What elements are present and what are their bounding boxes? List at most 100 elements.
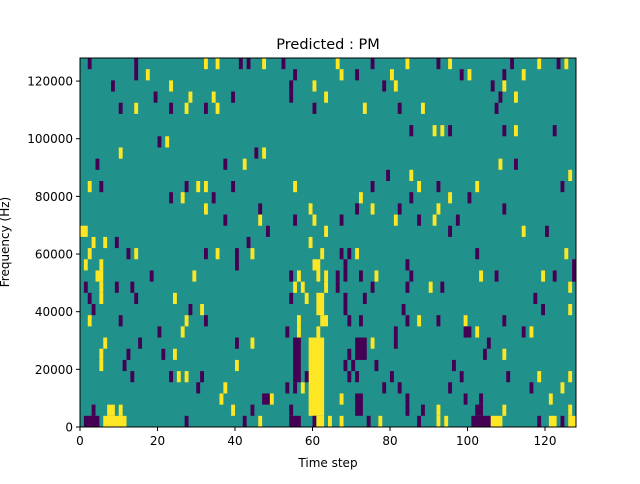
heatmap-cell-high bbox=[568, 169, 573, 181]
heatmap-cell-high bbox=[370, 203, 375, 215]
heatmap-cell-high bbox=[215, 58, 220, 70]
heatmap-cell-low bbox=[238, 58, 243, 70]
heatmap-cell-low bbox=[355, 393, 363, 416]
y-tick-label: 20000 bbox=[35, 363, 73, 377]
heatmap-cell-high bbox=[568, 371, 573, 383]
heatmap-cell-low bbox=[118, 102, 123, 114]
heatmap-cell-high bbox=[514, 91, 518, 103]
heatmap-cell-low bbox=[343, 304, 348, 316]
heatmap-cell-low bbox=[153, 91, 158, 103]
heatmap-cell-high bbox=[355, 248, 360, 260]
heatmap-cell-low bbox=[502, 315, 507, 327]
heatmap-cell-low bbox=[471, 415, 491, 427]
heatmap-cell-high bbox=[211, 91, 216, 103]
heatmap-cell-high bbox=[176, 371, 181, 383]
heatmap-cell-low bbox=[490, 80, 495, 92]
heatmap-cell-low bbox=[91, 404, 96, 416]
heatmap-cell-high bbox=[432, 125, 437, 137]
heatmap-cell-high bbox=[490, 415, 503, 427]
heatmap-cell-low bbox=[114, 236, 119, 249]
heatmap-cell-low bbox=[223, 158, 228, 170]
heatmap-cell-low bbox=[521, 326, 526, 338]
heatmap-cell-low bbox=[83, 415, 100, 427]
heatmap-cell-low bbox=[289, 292, 294, 304]
heatmap-cell-high bbox=[370, 337, 375, 349]
heatmap-cell-low bbox=[134, 292, 139, 304]
heatmap-cell-high bbox=[91, 236, 96, 249]
heatmap-cell-low bbox=[114, 281, 119, 293]
heatmap-cell-low bbox=[293, 337, 301, 383]
heatmap-cell-high bbox=[308, 337, 325, 416]
heatmap-cell-low bbox=[157, 326, 162, 338]
heatmap-cell-low bbox=[99, 181, 104, 193]
heatmap-cell-low bbox=[169, 192, 174, 204]
heatmap-cell-low bbox=[359, 270, 363, 282]
heatmap-cell-high bbox=[99, 359, 104, 372]
x-tick-label: 100 bbox=[456, 434, 479, 448]
heatmap-cell-low bbox=[405, 315, 410, 327]
heatmap-cell-low bbox=[510, 58, 515, 70]
heatmap-cells bbox=[80, 58, 577, 427]
heatmap-cell-low bbox=[390, 371, 394, 383]
heatmap-cell-high bbox=[99, 259, 104, 271]
heatmap-cell-low bbox=[351, 359, 356, 372]
heatmap-cell-high bbox=[173, 292, 177, 304]
heatmap-cell-low bbox=[393, 337, 398, 349]
heatmap-cell-low bbox=[335, 270, 340, 282]
heatmap-cell-high bbox=[548, 415, 557, 427]
x-axis-ticks: 0 20 40 60 80 100 120 bbox=[76, 427, 556, 448]
heatmap-cell-high bbox=[200, 304, 205, 316]
heatmap-cell-low bbox=[254, 147, 259, 159]
heatmap-cell-high bbox=[118, 404, 123, 416]
heatmap-cell-low bbox=[204, 315, 208, 327]
heatmap-cell-high bbox=[300, 382, 305, 394]
heatmap-cell-high bbox=[444, 415, 449, 427]
heatmap-cell-low bbox=[134, 58, 139, 81]
heatmap-cell-high bbox=[529, 326, 534, 338]
heatmap-cell-low bbox=[111, 80, 115, 92]
heatmap-cell-high bbox=[107, 404, 115, 416]
heatmap-cell-high bbox=[316, 415, 325, 427]
heatmap-cell-high bbox=[231, 404, 236, 416]
heatmap-cell-high bbox=[324, 225, 329, 237]
heatmap-cell-low bbox=[289, 404, 294, 416]
heatmap-cell-low bbox=[452, 359, 456, 372]
heatmap-cell-high bbox=[300, 281, 305, 293]
heatmap-cell-high bbox=[293, 281, 298, 293]
heatmap-cell-high bbox=[339, 393, 344, 405]
heatmap-cell-high bbox=[479, 270, 484, 282]
heatmap-cell-low bbox=[184, 415, 189, 427]
heatmap-cell-high bbox=[184, 102, 189, 114]
heatmap-background bbox=[80, 58, 576, 427]
heatmap-cell-high bbox=[173, 348, 177, 360]
heatmap-cell-high bbox=[165, 136, 170, 148]
heatmap-cell-high bbox=[262, 147, 267, 159]
heatmap-cell-low bbox=[556, 58, 561, 70]
heatmap-cell-high bbox=[103, 337, 108, 349]
heatmap-cell-low bbox=[459, 69, 464, 81]
heatmap-cell-low bbox=[494, 102, 499, 114]
heatmap-cell-high bbox=[475, 326, 480, 338]
heatmap-cell-high bbox=[204, 181, 208, 193]
heatmap-cell-low bbox=[370, 281, 375, 293]
heatmap-cell-high bbox=[502, 404, 507, 416]
heatmap-cell-high bbox=[339, 69, 344, 81]
heatmap-cell-high bbox=[320, 248, 325, 260]
heatmap-cell-high bbox=[436, 203, 441, 215]
y-tick-label: 80000 bbox=[35, 190, 73, 204]
heatmap-cell-low bbox=[347, 315, 352, 327]
heatmap-cell-high bbox=[188, 91, 193, 103]
heatmap-cell-low bbox=[448, 225, 453, 237]
heatmap-cell-low bbox=[455, 214, 460, 226]
heatmap-cell-low bbox=[118, 315, 123, 327]
heatmap-cell-low bbox=[552, 125, 557, 137]
heatmap-cell-low bbox=[436, 315, 441, 327]
heatmap-cell-high bbox=[393, 214, 398, 226]
heatmap-cell-high bbox=[196, 181, 201, 193]
heatmap-cell-high bbox=[362, 102, 367, 114]
heatmap-cell-high bbox=[118, 147, 123, 159]
heatmap-cell-low bbox=[355, 371, 360, 383]
heatmap-cell-low bbox=[235, 337, 239, 349]
heatmap-cell-high bbox=[180, 192, 185, 204]
